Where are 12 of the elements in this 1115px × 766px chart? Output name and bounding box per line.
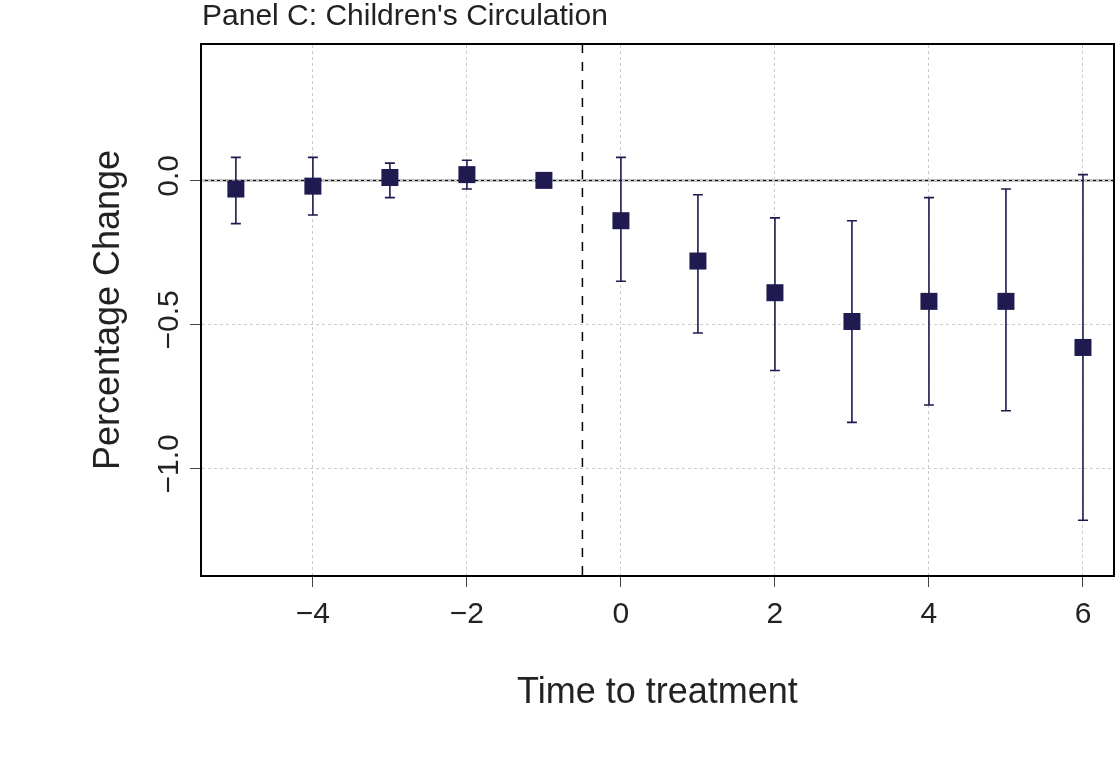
x-tick-label: 6 (1074, 596, 1092, 629)
x-tick-label: −4 (295, 596, 330, 629)
y-axis-title: Percentage Change (86, 149, 128, 471)
x-tick-label: −2 (449, 596, 485, 629)
y-tick-label: −0.5 (151, 290, 184, 350)
y-tick-label: −1.0 (151, 434, 184, 494)
chart-title: Panel C: Children's Circulation (202, 0, 608, 31)
x-tick-label: 0 (612, 596, 630, 629)
x-axis-title: Time to treatment (517, 670, 798, 712)
x-tick-label: 4 (920, 596, 938, 629)
y-tick-label: 0.0 (151, 155, 184, 197)
x-tick-label: 2 (766, 596, 784, 629)
